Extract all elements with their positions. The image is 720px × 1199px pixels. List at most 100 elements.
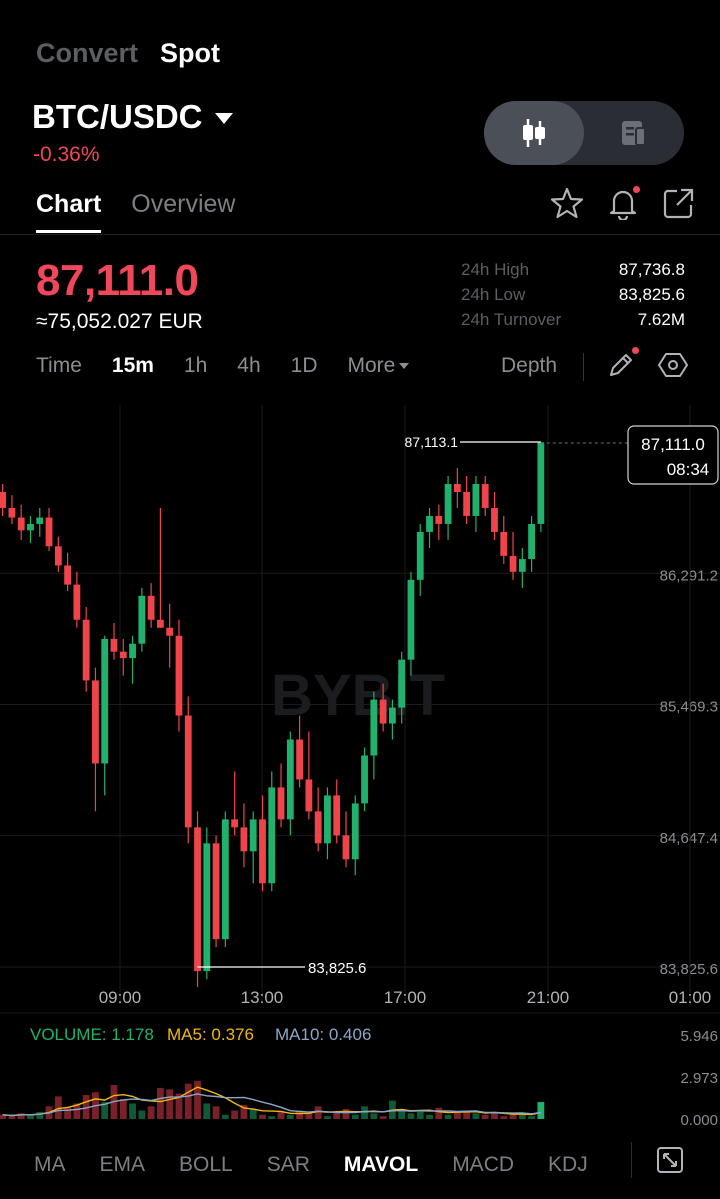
- candle: [398, 659, 406, 708]
- watermark: BYBIT: [271, 663, 445, 728]
- settings-hexagon-icon[interactable]: [658, 350, 688, 380]
- volume-bar: [518, 1113, 526, 1119]
- x-tick-label: 13:00: [241, 988, 284, 1007]
- indicator-sar[interactable]: SAR: [266, 1152, 310, 1176]
- indicator-ema[interactable]: EMA: [99, 1152, 146, 1176]
- candle: [45, 517, 53, 547]
- candle: [296, 739, 303, 780]
- high-value: 87,736.8: [618, 260, 685, 279]
- candle: [231, 819, 239, 828]
- candle: [249, 819, 257, 852]
- volume-bar: [54, 1096, 62, 1119]
- y-tick-label: 83,825.6: [660, 961, 718, 978]
- volume-bar: [342, 1109, 350, 1119]
- candle: [268, 787, 276, 884]
- share-icon[interactable]: [662, 186, 696, 220]
- indicator-tabs: MA EMA BOLL SAR MAVOL MACD KDJ: [0, 1130, 720, 1199]
- interval-1d[interactable]: 1D: [290, 354, 318, 377]
- ma5-label: MA5: 0.376: [167, 1025, 254, 1044]
- volume-bar: [426, 1114, 433, 1119]
- notification-dot: [633, 186, 640, 193]
- volume-bar: [184, 1083, 192, 1119]
- candle: [324, 795, 331, 844]
- volume-bar: [528, 1116, 535, 1119]
- candle: [453, 484, 461, 493]
- volume-bar: [491, 1111, 498, 1119]
- tab-spot[interactable]: Spot: [160, 38, 221, 68]
- interval-bar: Time 15m 1h 4h 1D More: [36, 354, 410, 378]
- 24h-stats: 24h High 87,736.8 24h Low 83,825.6 24h Tur…: [461, 260, 685, 335]
- candle: [110, 638, 118, 652]
- caret-down-icon: [399, 363, 410, 369]
- volume-bar: [147, 1106, 155, 1119]
- candle: [240, 827, 248, 852]
- indicator-ma[interactable]: MA: [34, 1152, 66, 1176]
- indicator-mavol[interactable]: MAVOL: [343, 1152, 419, 1176]
- volume-bar: [240, 1104, 248, 1119]
- candle: [138, 595, 146, 644]
- volume-bar: [259, 1114, 266, 1119]
- candle: [175, 635, 183, 716]
- candle: [119, 651, 127, 659]
- candle: [17, 517, 25, 531]
- volume-bar: [444, 1114, 452, 1119]
- volume-bar: [370, 1113, 378, 1119]
- price-chart[interactable]: BYBIT 86,291.2 85,469.3 84,647.4 83,825.6 09…: [0, 405, 720, 1125]
- countdown-label: 08:34: [667, 460, 710, 479]
- candle: [463, 492, 471, 516]
- candlestick-view-button[interactable]: [484, 101, 584, 165]
- pencil-icon[interactable]: [606, 347, 639, 380]
- indicator-boll[interactable]: BOLL: [179, 1152, 233, 1176]
- tab-chart[interactable]: Chart: [36, 190, 102, 233]
- tab-overview[interactable]: Overview: [131, 190, 236, 218]
- volume-bar: [379, 1116, 387, 1119]
- depth-button[interactable]: Depth: [501, 354, 558, 377]
- y-tick-label: 84,647.4: [660, 830, 718, 847]
- volume-bar: [361, 1106, 368, 1119]
- pair-selector[interactable]: BTC/USDC: [32, 98, 233, 136]
- volume-bar: [101, 1102, 109, 1119]
- volume-bar: [73, 1103, 81, 1119]
- star-icon[interactable]: [550, 186, 584, 220]
- candle: [166, 627, 174, 636]
- candle: [27, 523, 34, 531]
- candle: [314, 811, 322, 844]
- interval-more[interactable]: More: [348, 354, 410, 378]
- turnover-label: 24h Turnover: [461, 310, 562, 329]
- tab-convert[interactable]: Convert: [36, 38, 139, 68]
- volume-bar: [249, 1109, 257, 1119]
- toolbar-separator: [583, 353, 584, 381]
- indicator-kdj[interactable]: KDJ: [548, 1152, 588, 1176]
- interval-4h[interactable]: 4h: [237, 354, 261, 377]
- x-tick-label: 17:00: [384, 988, 427, 1007]
- candle: [157, 619, 164, 628]
- high-label: 24h High: [461, 260, 530, 279]
- interval-time[interactable]: Time: [36, 354, 82, 377]
- candle: [259, 819, 266, 884]
- volume-bar: [129, 1103, 136, 1119]
- interval-15m[interactable]: 15m: [111, 354, 154, 377]
- indicator-separator: [631, 1142, 632, 1178]
- ma10-label: MA10: 0.406: [275, 1025, 371, 1044]
- indicator-macd[interactable]: MACD: [452, 1152, 515, 1176]
- pair-symbol: BTC/USDC: [32, 98, 203, 135]
- candle: [389, 707, 396, 724]
- orderbook-view-button[interactable]: [584, 101, 684, 165]
- candle: [361, 755, 368, 804]
- volume-tick-label: 0.000: [680, 1112, 718, 1125]
- volume-bar: [27, 1114, 34, 1119]
- price-change: -0.36%: [33, 143, 100, 166]
- volume-bar: [203, 1103, 211, 1119]
- candle: [305, 779, 313, 812]
- interval-1h[interactable]: 1h: [183, 354, 208, 377]
- candle: [101, 638, 109, 764]
- bell-icon[interactable]: [606, 186, 640, 222]
- candle: [64, 565, 71, 585]
- volume-bar: [305, 1113, 313, 1119]
- expand-icon[interactable]: [656, 1146, 684, 1174]
- header-divider: [0, 234, 720, 235]
- candle: [54, 546, 62, 566]
- low-marker-label: 83,825.6: [308, 960, 366, 977]
- volume-bar: [416, 1111, 424, 1119]
- volume-bar: [398, 1110, 406, 1119]
